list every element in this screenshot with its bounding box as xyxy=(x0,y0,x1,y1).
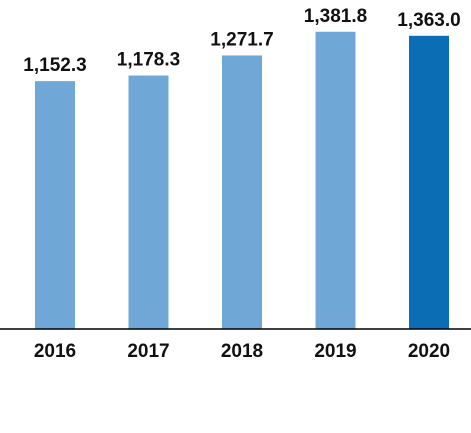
data-label-2016: 1,152.3 xyxy=(23,55,86,76)
bar-2018 xyxy=(222,55,262,329)
bar-2017 xyxy=(128,75,169,329)
data-label-2020: 1,363.0 xyxy=(397,10,460,31)
bar-2016 xyxy=(35,81,75,329)
value-labels-group: 1,152.3 1,178.3 1,271.7 1,381.8 1,363.0 xyxy=(23,6,460,76)
x-tick-label-2017: 2017 xyxy=(127,341,169,362)
x-tick-label-2020: 2020 xyxy=(408,341,450,362)
data-label-2019: 1,381.8 xyxy=(304,6,367,27)
x-tick-label-2019: 2019 xyxy=(314,341,356,362)
bar-2019 xyxy=(315,31,356,329)
bar-2020 xyxy=(409,35,449,329)
data-label-2017: 1,178.3 xyxy=(117,50,180,71)
data-label-2018: 1,271.7 xyxy=(210,29,273,50)
x-tick-label-2018: 2018 xyxy=(221,341,263,362)
x-tick-label-2016: 2016 xyxy=(34,341,76,362)
bars-group xyxy=(35,31,449,329)
x-tick-labels-group: 2016 2017 2018 2019 2020 xyxy=(34,341,450,362)
